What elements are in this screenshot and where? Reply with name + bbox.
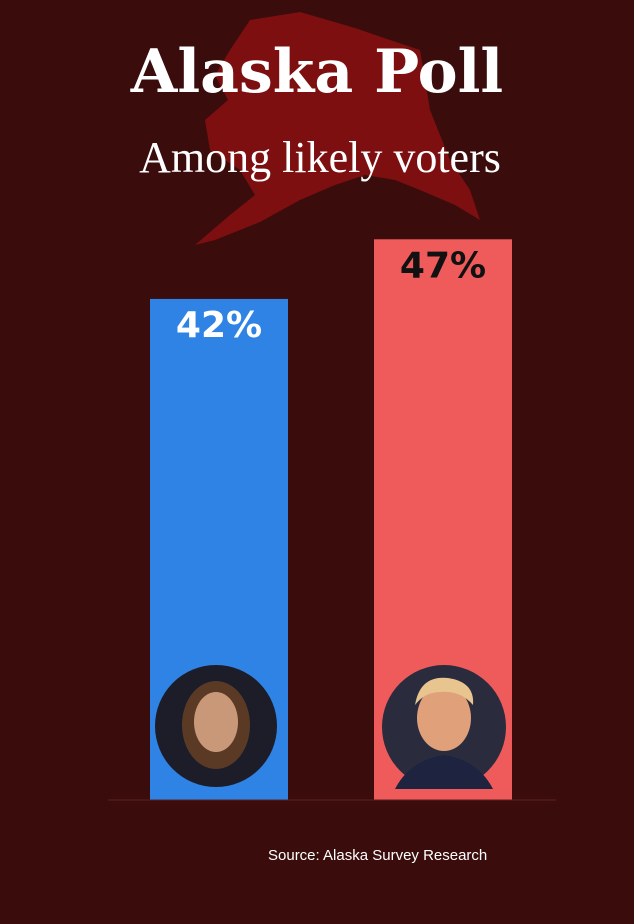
photo-right [382, 665, 506, 789]
photo-left [155, 665, 277, 787]
value-label: 47% [400, 245, 486, 286]
value-label: 42% [176, 305, 262, 346]
photo-face [417, 685, 471, 751]
chart-subtitle: Among likely voters [139, 133, 501, 182]
chart-title: Alaska Poll [130, 37, 503, 107]
alaska-silhouette [195, 12, 480, 245]
source: Source: Alaska Survey Research [268, 847, 487, 864]
photo-hair [415, 677, 474, 705]
photo-face [194, 692, 238, 752]
photo-suit [395, 755, 493, 789]
